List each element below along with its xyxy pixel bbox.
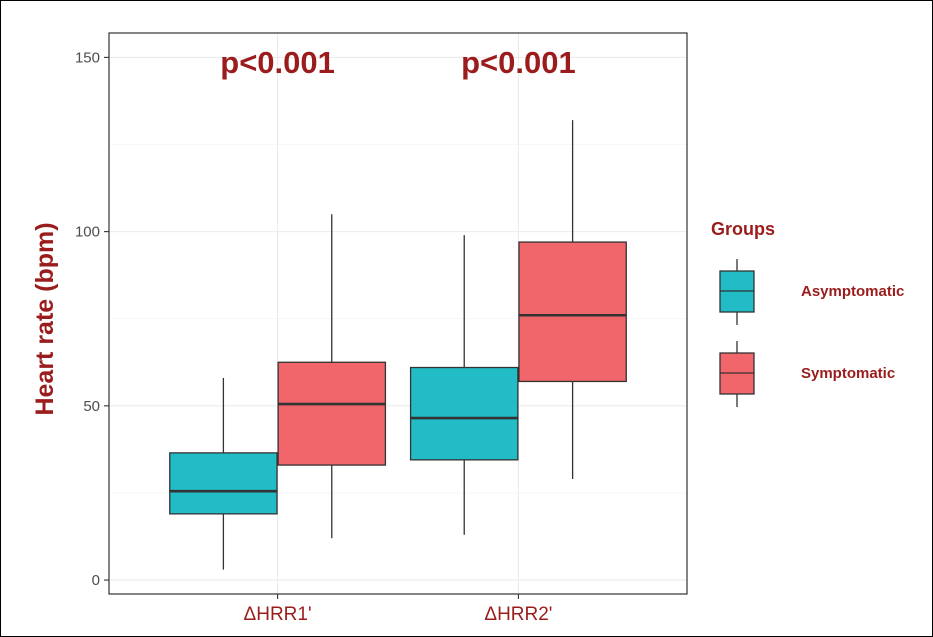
box-group [518, 120, 627, 480]
annotation-layer: p<0.001 p<0.001 [220, 45, 575, 80]
box-iqr [277, 361, 387, 466]
legend-label: Symptomatic [801, 365, 895, 382]
y-tick-label: 100 [75, 224, 100, 241]
box-iqr [409, 366, 519, 461]
legend-title: Groups [711, 219, 775, 239]
y-axis: 0 50 100 150 [75, 49, 109, 589]
y-axis-title: Heart rate (bpm) [31, 222, 59, 415]
box-group [277, 214, 387, 539]
legend-label: Asymptomatic [801, 283, 904, 300]
box-group [409, 235, 519, 535]
panel-border [108, 32, 688, 595]
p-value-label: p<0.001 [220, 45, 335, 80]
y-tick-label: 50 [83, 398, 100, 415]
x-axis: ΔHRR1' ΔHRR2' [244, 594, 552, 625]
legend-item: Symptomatic [719, 341, 895, 407]
y-tick-label: 150 [75, 49, 100, 66]
y-tick-label: 0 [92, 572, 100, 589]
x-tick-label: ΔHRR2' [484, 604, 552, 625]
legend: Groups Asymptomatic Symptomatic [711, 219, 904, 407]
x-tick-label: ΔHRR1' [244, 604, 312, 625]
box-iqr [169, 452, 278, 515]
p-value-label: p<0.001 [461, 45, 576, 80]
legend-items: Asymptomatic Symptomatic [719, 259, 904, 407]
boxes-layer [169, 120, 627, 570]
box-group [169, 377, 278, 570]
box-iqr [518, 241, 627, 383]
legend-item: Asymptomatic [719, 259, 904, 325]
